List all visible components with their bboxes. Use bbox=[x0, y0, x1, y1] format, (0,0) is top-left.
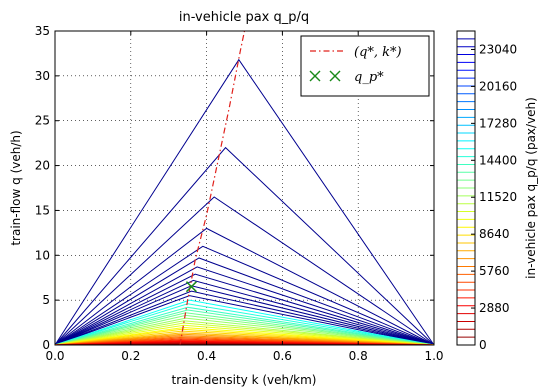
colorbar-tick-label: 8640 bbox=[479, 227, 510, 241]
x-axis-ticks: 0.0 0.2 0.4 0.6 0.8 1.0 bbox=[45, 31, 444, 363]
contour-lines bbox=[54, 58, 435, 346]
contour-line bbox=[54, 299, 435, 346]
legend-optimum-label: q_p* bbox=[354, 70, 384, 85]
contour-line bbox=[54, 58, 435, 346]
legend-box bbox=[300, 35, 430, 97]
colorbar-tick-label: 0 bbox=[479, 338, 487, 352]
x-tick-label: 0.0 bbox=[45, 349, 64, 363]
contour-line bbox=[54, 306, 435, 346]
x-tick-label: 1.0 bbox=[424, 349, 443, 363]
legend-optimum-marker bbox=[309, 70, 341, 82]
contour-line bbox=[54, 295, 435, 346]
plot-frame bbox=[54, 30, 435, 346]
x-tick-label: 0.4 bbox=[197, 349, 216, 363]
x-tick-label: 0.6 bbox=[273, 349, 292, 363]
colorbar-bands bbox=[457, 30, 475, 346]
optimum-marker-stroke bbox=[185, 281, 197, 293]
y-axis-label: train-flow q (veh/h) bbox=[9, 130, 23, 245]
y-tick-label: 10 bbox=[35, 248, 50, 262]
y-tick-label: 0 bbox=[42, 338, 50, 352]
colorbar-tick-label: 5760 bbox=[479, 264, 510, 278]
colorbar-tick-label: 17280 bbox=[479, 116, 517, 130]
y-tick-label: 35 bbox=[35, 24, 50, 38]
colorbar-tick-label: 20160 bbox=[479, 79, 517, 93]
contour-line bbox=[54, 324, 435, 346]
colorbar-tick-label: 2880 bbox=[479, 301, 510, 315]
contour-line bbox=[54, 279, 435, 346]
colorbar-tick-label: 23040 bbox=[479, 42, 517, 56]
contour-line bbox=[54, 257, 435, 346]
y-tick-label: 5 bbox=[42, 293, 50, 307]
optimum-point bbox=[185, 281, 197, 293]
y-tick-label: 15 bbox=[35, 203, 50, 217]
contour-line bbox=[54, 317, 435, 346]
contour-line bbox=[54, 322, 435, 346]
contour-line bbox=[54, 327, 435, 346]
x-tick-label: 0.8 bbox=[349, 349, 368, 363]
chart-title: in-vehicle pax q_p/q bbox=[179, 10, 309, 25]
y-tick-label: 25 bbox=[35, 114, 50, 128]
contour-line bbox=[54, 146, 435, 346]
contour-line bbox=[54, 328, 435, 346]
contour-line bbox=[54, 273, 435, 346]
colorbar-frame bbox=[456, 30, 476, 346]
y-tick-label: 30 bbox=[35, 69, 50, 83]
contour-line bbox=[54, 196, 435, 346]
x-tick-label: 0.2 bbox=[121, 349, 140, 363]
y-axis-ticks: 0 5 10 15 20 25 30 35 bbox=[35, 24, 434, 352]
legend-critical-line-label: (q*, k*) bbox=[354, 45, 402, 60]
contour-line bbox=[54, 266, 435, 346]
colorbar-label: in-vehicle pax q_p/q (pax/veh) bbox=[524, 97, 538, 279]
y-tick-label: 20 bbox=[35, 159, 50, 173]
contour-line bbox=[54, 245, 435, 346]
contour-line bbox=[54, 320, 435, 346]
colorbar-tick-label: 14400 bbox=[479, 153, 517, 167]
legend: (q*, k*) q_p* bbox=[300, 35, 430, 97]
contour-line bbox=[54, 309, 435, 346]
colorbar: 0 2880 5760 8640 11520 14400 17280 20160 23040 i… bbox=[456, 30, 538, 352]
contour-line bbox=[54, 314, 435, 346]
contour-line bbox=[54, 227, 435, 346]
colorbar-tick-label: 11520 bbox=[479, 190, 517, 204]
x-axis-label: train-density k (veh/km) bbox=[172, 373, 317, 387]
colorbar-ticks: 0 2880 5760 8640 11520 14400 17280 20160 23040 bbox=[471, 42, 517, 352]
contour-line bbox=[54, 290, 435, 346]
